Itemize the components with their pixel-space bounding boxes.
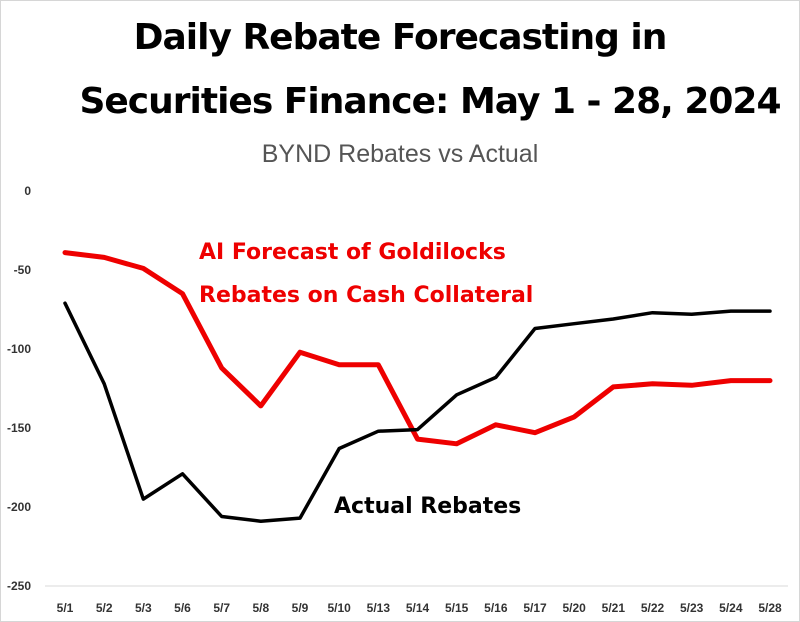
x-tick-label: 5/21	[602, 601, 626, 615]
actual-annotation: Actual Rebates	[334, 494, 521, 519]
chart-subtitle: BYND Rebates vs Actual	[261, 140, 539, 168]
x-tick-label: 5/1	[57, 601, 74, 615]
x-tick-label: 5/24	[719, 601, 743, 615]
x-tick-label: 5/20	[562, 601, 586, 615]
x-tick-label: 5/17	[523, 601, 547, 615]
x-tick-label: 5/16	[484, 601, 508, 615]
y-tick-label: -150	[7, 421, 31, 435]
actual-series-line	[63, 301, 772, 523]
y-tick-label: -50	[14, 263, 32, 277]
chart-title-line-1: Daily Rebate Forecasting in	[133, 17, 668, 58]
y-tick-label: -250	[7, 579, 31, 593]
x-tick-label: 5/6	[174, 601, 191, 615]
forecast-annotation-line-2: Rebates on Cash Collateral	[199, 283, 533, 308]
x-tick-label: 5/14	[406, 601, 430, 615]
x-tick-label: 5/22	[641, 601, 665, 615]
x-tick-label: 5/15	[445, 601, 469, 615]
series-lines	[62, 250, 773, 523]
y-axis: 0 -50 -100 -150 -200 -250	[7, 184, 31, 593]
y-tick-label: -100	[7, 342, 31, 356]
x-tick-label: 5/7	[213, 601, 230, 615]
forecast-annotation-line-1: AI Forecast of Goldilocks	[199, 240, 506, 265]
forecast-series-line	[62, 250, 773, 447]
chart-title-line-2: Securities Finance: May 1 - 28, 2024	[79, 81, 781, 122]
x-axis: 5/1 5/2 5/3 5/6 5/7 5/8 5/9 5/10 5/13 5/14 5/15 5/1…	[45, 585, 788, 615]
y-tick-label: -200	[7, 500, 31, 514]
x-tick-label: 5/2	[96, 601, 113, 615]
x-tick-label: 5/10	[327, 601, 351, 615]
y-tick-label: 0	[24, 184, 31, 198]
x-tick-label: 5/9	[292, 601, 309, 615]
x-tick-label: 5/3	[135, 601, 152, 615]
x-tick-label: 5/28	[758, 601, 782, 615]
x-tick-label: 5/23	[680, 601, 704, 615]
x-tick-label: 5/13	[367, 601, 391, 615]
x-tick-label: 5/8	[252, 601, 269, 615]
